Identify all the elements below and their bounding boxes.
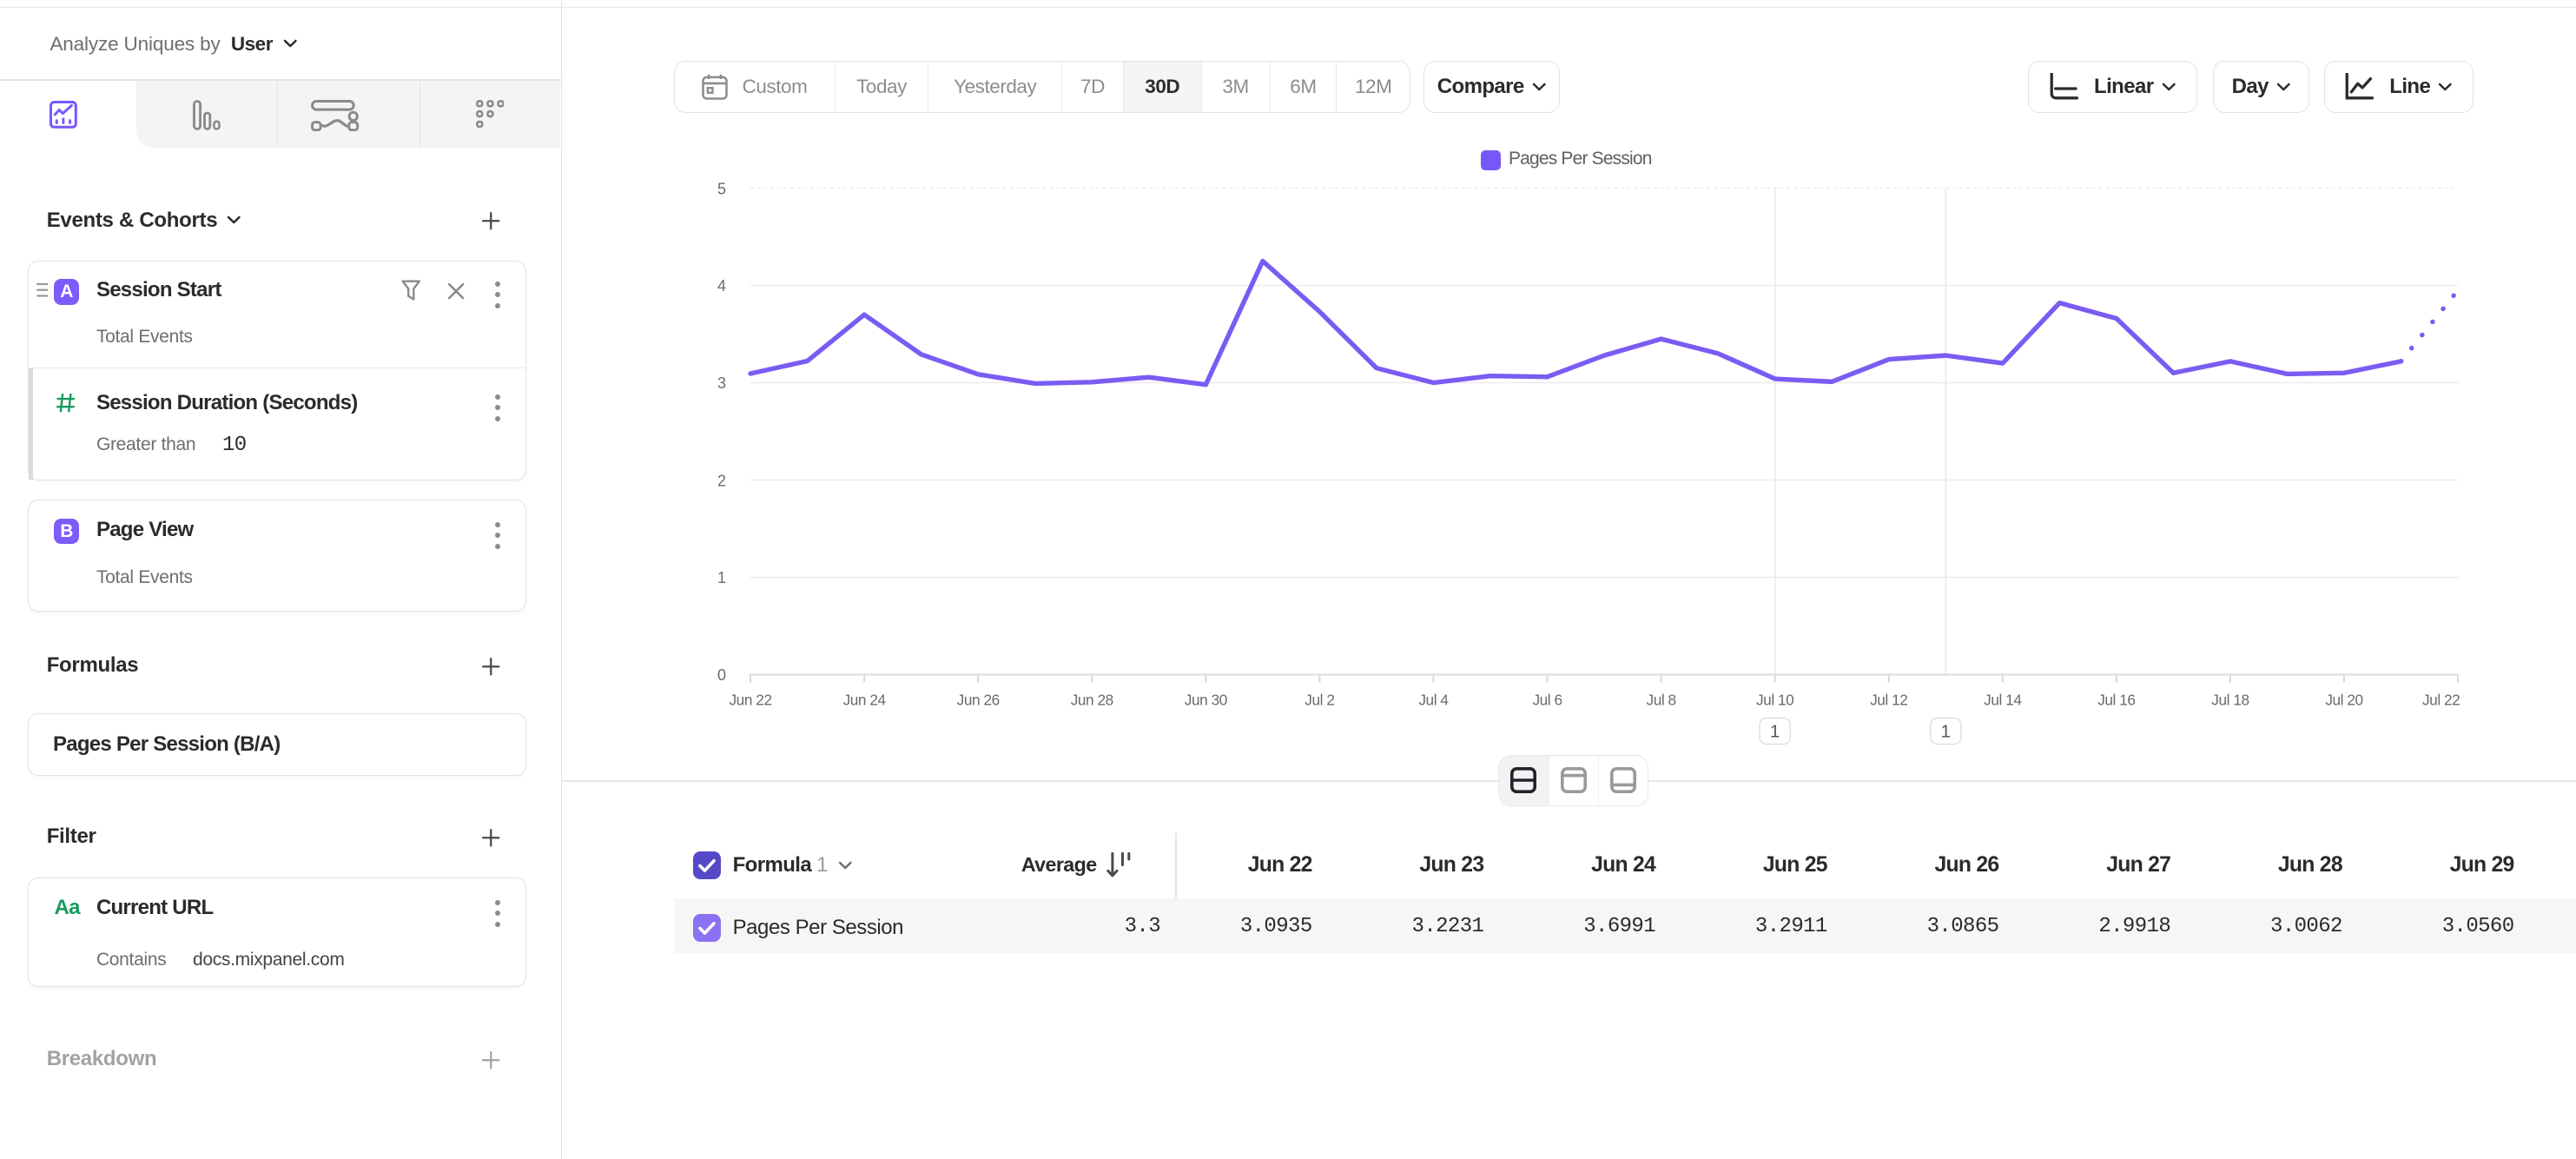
svg-text:0: 0 — [717, 666, 726, 684]
svg-text:Jun 30: Jun 30 — [1185, 691, 1227, 708]
svg-text:Jun 26: Jun 26 — [957, 691, 1000, 708]
svg-text:4: 4 — [717, 277, 726, 295]
svg-text:Jul 12: Jul 12 — [1870, 691, 1907, 708]
svg-text:1: 1 — [1770, 722, 1780, 741]
svg-text:1: 1 — [1941, 722, 1951, 741]
svg-text:Jul 14: Jul 14 — [1984, 691, 2022, 708]
svg-text:5: 5 — [717, 180, 726, 197]
svg-text:Jul 20: Jul 20 — [2325, 691, 2362, 708]
svg-text:Jul 18: Jul 18 — [2211, 691, 2249, 708]
svg-text:Jun 22: Jun 22 — [729, 691, 771, 708]
svg-text:Jul 4: Jul 4 — [1418, 691, 1449, 708]
svg-text:Jul 22: Jul 22 — [2422, 691, 2460, 708]
svg-text:1: 1 — [717, 569, 726, 586]
svg-text:Jul 6: Jul 6 — [1532, 691, 1562, 708]
svg-text:Jun 28: Jun 28 — [1071, 691, 1113, 708]
svg-text:Jun 24: Jun 24 — [843, 691, 887, 708]
svg-text:2: 2 — [717, 472, 726, 489]
svg-text:3: 3 — [717, 374, 726, 392]
svg-text:Jul 16: Jul 16 — [2097, 691, 2135, 708]
svg-text:Jul 2: Jul 2 — [1305, 691, 1334, 708]
svg-text:Jul 10: Jul 10 — [1756, 691, 1793, 708]
svg-text:Jul 8: Jul 8 — [1646, 691, 1675, 708]
